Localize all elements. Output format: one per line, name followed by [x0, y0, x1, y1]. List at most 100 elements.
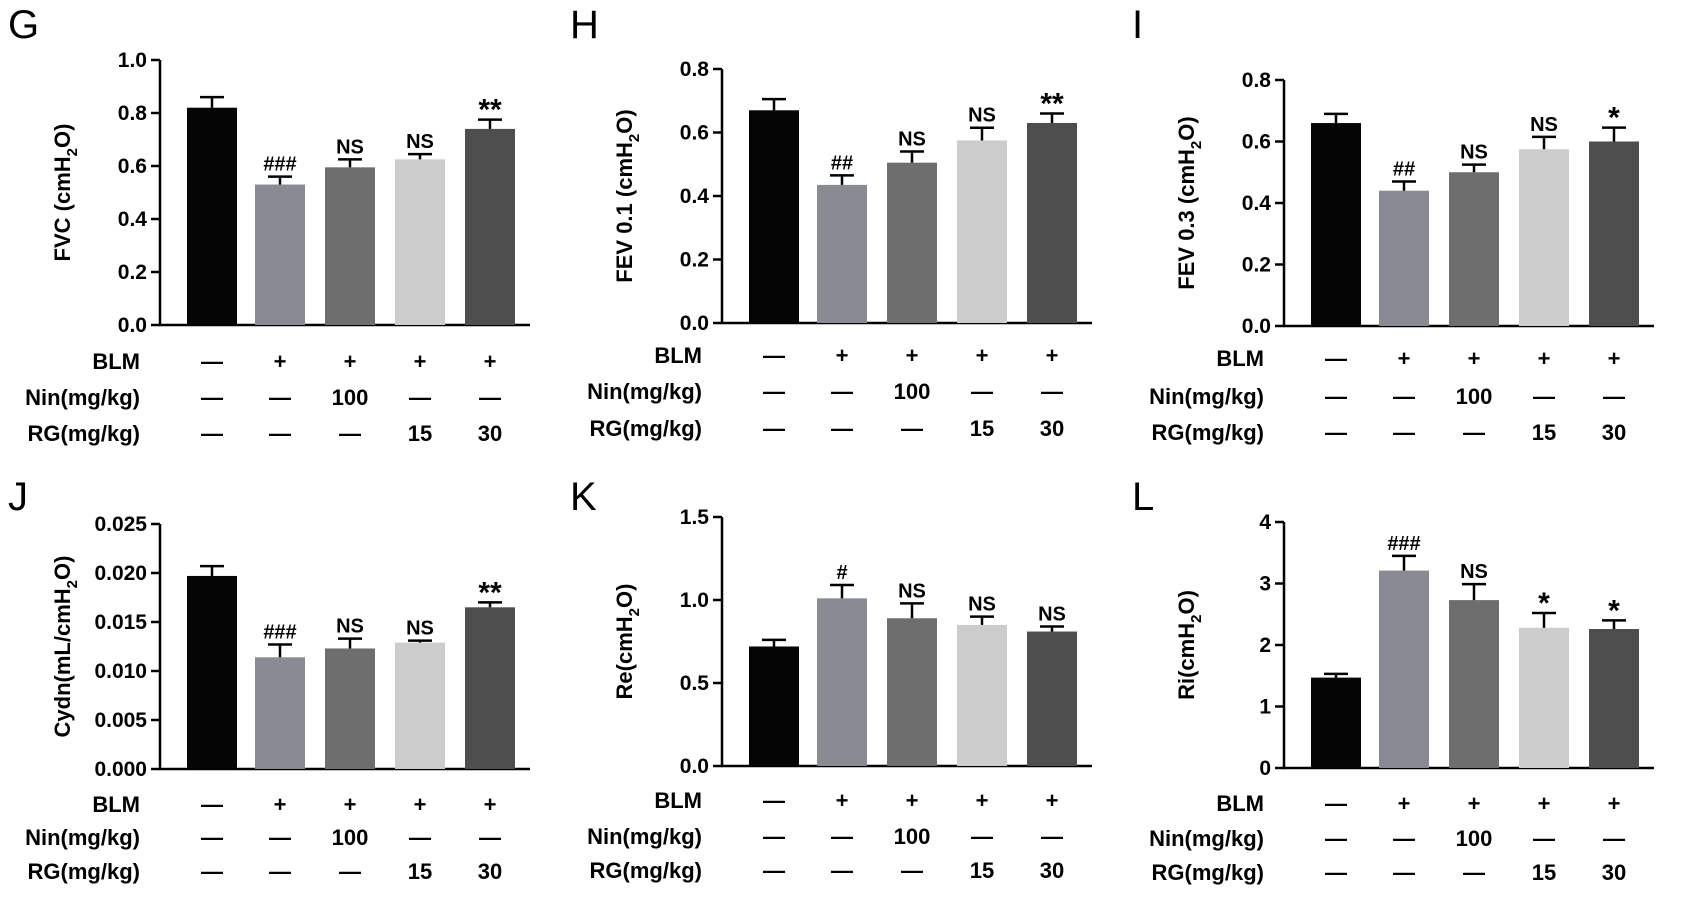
y-axis-label: FEV 0.1 (cmH2O) — [612, 109, 643, 282]
bar-3 — [1449, 600, 1499, 768]
treatment-row-label: BLM — [1216, 346, 1264, 371]
significance-label: ** — [478, 94, 502, 127]
treatment-cell: — — [1393, 384, 1415, 409]
significance-label: NS — [968, 594, 996, 616]
treatment-cell: — — [901, 416, 923, 441]
panel-letter: H — [570, 3, 599, 47]
treatment-cell: 30 — [1602, 420, 1626, 445]
y-axis-label-main: FEV 0.3 (cmH — [1174, 149, 1199, 290]
panel-letter: I — [1132, 3, 1143, 47]
treatment-cell: — — [1041, 379, 1063, 404]
treatment-cell: 100 — [332, 825, 369, 850]
treatment-cell: + — [976, 788, 989, 813]
treatment-cell: + — [836, 788, 849, 813]
treatment-row-label: Nin(mg/kg) — [587, 824, 702, 849]
treatment-cell: + — [1468, 346, 1481, 371]
significance-label: NS — [336, 616, 364, 638]
significance-label: * — [1538, 587, 1550, 620]
y-tick-label: 2 — [1259, 634, 1271, 657]
y-axis-label-main: Re(cmH — [612, 616, 637, 699]
significance-label: ## — [831, 152, 853, 174]
y-tick-label: 0.020 — [94, 562, 147, 585]
treatment-cell: — — [201, 825, 223, 850]
treatment-cell: — — [479, 825, 501, 850]
treatment-cell: — — [763, 858, 785, 883]
treatment-cell: — — [1533, 826, 1555, 851]
treatment-row-label: Nin(mg/kg) — [1149, 826, 1264, 851]
bar-5 — [465, 607, 515, 769]
treatment-cell: — — [901, 858, 923, 883]
y-tick-label: 1.0 — [118, 49, 147, 72]
y-tick-label: 0.2 — [1242, 254, 1271, 277]
treatment-cell: — — [1041, 824, 1063, 849]
treatment-cell: — — [1603, 384, 1625, 409]
significance-label: ### — [1387, 533, 1420, 555]
treatment-cell: — — [409, 825, 431, 850]
significance-label: NS — [898, 129, 926, 151]
y-tick-label: 0.5 — [680, 672, 710, 695]
y-tick-label: 0.6 — [118, 155, 147, 178]
treatment-cell: + — [484, 792, 497, 817]
significance-label: ## — [1393, 158, 1415, 180]
significance-label: NS — [1460, 561, 1488, 583]
panel-letter: J — [8, 475, 28, 519]
treatment-cell: — — [409, 385, 431, 410]
y-axis-label: Re(cmH2O) — [612, 584, 643, 700]
y-tick-label: 0.000 — [94, 758, 147, 781]
significance-label: NS — [406, 618, 434, 640]
treatment-cell: 15 — [970, 858, 994, 883]
treatment-cell: + — [1538, 791, 1551, 816]
treatment-cell: 30 — [478, 859, 502, 884]
significance-label: NS — [1038, 604, 1066, 626]
treatment-cell: — — [1603, 826, 1625, 851]
treatment-cell: + — [1398, 791, 1411, 816]
significance-label: * — [1608, 594, 1620, 627]
y-axis-label: FVC (cmH2O) — [50, 124, 81, 262]
y-tick-label: 0.0 — [1242, 315, 1271, 338]
y-tick-label: 0.8 — [1242, 69, 1272, 92]
y-axis-label-subscript: 2 — [626, 134, 643, 142]
treatment-cell: — — [339, 421, 361, 446]
treatment-cell: — — [201, 792, 223, 817]
y-tick-label: 4 — [1259, 511, 1271, 534]
treatment-cell: — — [1325, 384, 1347, 409]
panel-h: H FEV 0.1 (cmH2O) 0.0 0.2 0.4 0.6 0.8 ## NS NS ** B… — [570, 3, 1092, 441]
treatment-cell: 100 — [1456, 384, 1493, 409]
treatment-cell: + — [274, 792, 287, 817]
y-tick-label: 0.2 — [118, 261, 147, 284]
bar-2 — [817, 184, 867, 323]
y-axis-label-tail: O) — [1174, 116, 1199, 140]
treatment-cell: + — [344, 349, 357, 374]
y-tick-label: 0.2 — [680, 249, 709, 272]
panel-j: J Cydn(mL/cmH2O) 0.000 0.005 0.010 0.015 0.020… — [8, 475, 530, 884]
y-axis-label-subscript: 2 — [1188, 615, 1205, 623]
treatment-cell: — — [269, 421, 291, 446]
treatment-row-label: Nin(mg/kg) — [587, 379, 702, 404]
bar-2 — [255, 184, 305, 325]
treatment-cell: — — [269, 825, 291, 850]
treatment-cell: — — [269, 385, 291, 410]
treatment-cell: + — [1538, 346, 1551, 371]
treatment-cell: — — [831, 416, 853, 441]
y-tick-label: 1.5 — [680, 506, 710, 529]
treatment-cell: — — [1463, 420, 1485, 445]
bar-2 — [817, 598, 867, 766]
bar-4 — [395, 159, 445, 325]
treatment-cell: — — [1325, 420, 1347, 445]
treatment-cell: + — [1608, 791, 1621, 816]
y-tick-label: 1 — [1259, 696, 1271, 719]
y-axis-label-tail: O) — [50, 556, 75, 580]
treatment-cell: — — [831, 379, 853, 404]
treatment-cell: — — [201, 349, 223, 374]
treatment-cell: — — [763, 788, 785, 813]
treatment-cell: 100 — [894, 824, 931, 849]
bar-4 — [1519, 149, 1569, 326]
treatment-cell: + — [484, 349, 497, 374]
significance-label: * — [1608, 102, 1620, 135]
treatment-cell: + — [906, 788, 919, 813]
significance-label: NS — [336, 136, 364, 158]
y-tick-label: 0.0 — [680, 312, 709, 335]
y-tick-label: 0.8 — [680, 58, 710, 81]
treatment-cell: — — [763, 824, 785, 849]
